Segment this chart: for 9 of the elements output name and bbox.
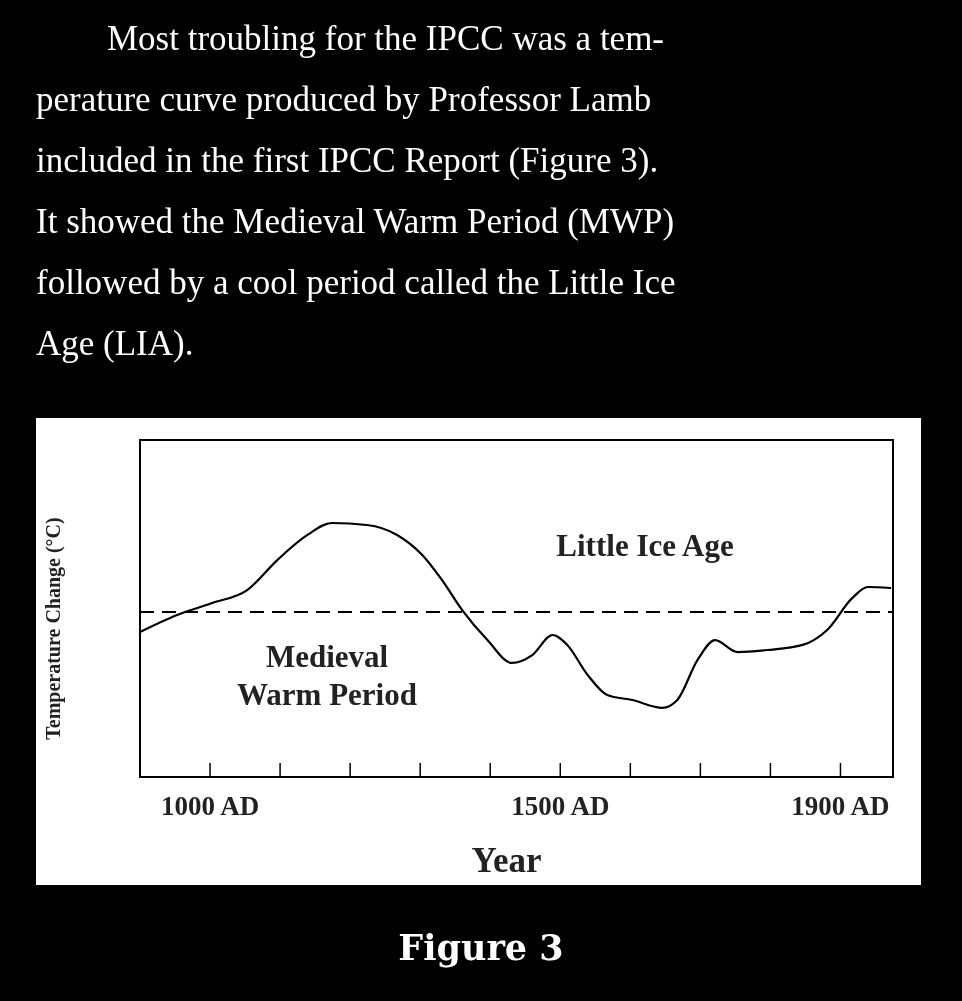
chart-title: Most troubling for the IPCC was a tem- perature curve produced by Professor Lamb included in the first IPCC Report (Figure 3). It showed the Medieval Warm Period (MWP) followed by a cool period called the Little Ice Age (LIA). [36,19,676,363]
caption: Figure 3 [398,927,564,968]
x-tick-label: 1900 AD [791,791,890,821]
x-tick-label: 1500 AD [511,791,610,821]
x-axis-title: Year [471,841,542,880]
annotation: Medieval Warm Period [237,639,417,712]
annotation: Little Ice Age [556,528,734,563]
x-tick-label: 1000 AD [160,791,260,821]
y-axis-title: Temperature Change (°C) [42,517,65,740]
